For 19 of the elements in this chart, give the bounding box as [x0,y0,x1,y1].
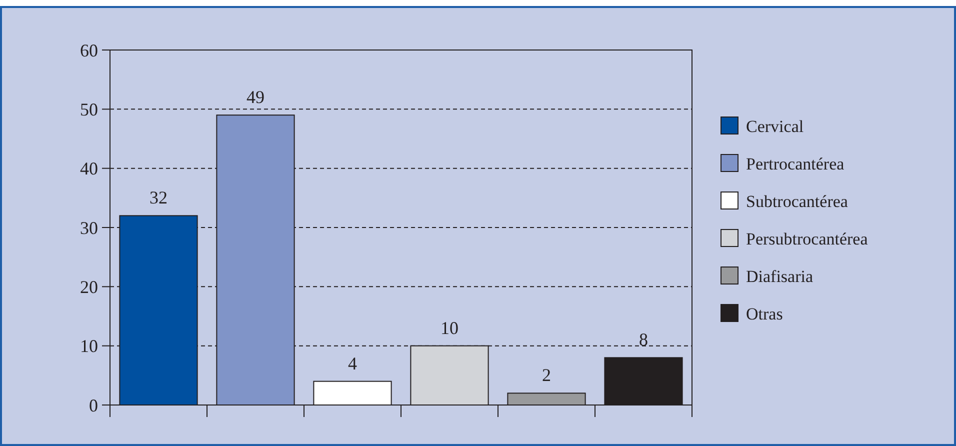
data-label: 10 [440,318,458,338]
y-tick-label: 60 [80,40,98,60]
data-label: 49 [246,87,264,108]
legend-label: Cervical [746,116,804,136]
legend-label: Otras [746,304,783,324]
y-tick-label: 0 [89,395,98,416]
data-label: 2 [542,365,551,386]
data-label: 8 [639,330,648,350]
legend-label: Pertrocantérea [746,154,845,174]
data-label: 32 [150,188,168,208]
legend-label: Diafisaria [746,266,814,286]
y-tick-label: 10 [80,336,98,356]
legend-label: Persubtrocantérea [746,229,868,248]
legend-label: Subtrocantérea [746,192,848,211]
data-label: 4 [348,353,357,374]
y-tick-label: 50 [80,99,98,120]
y-tick-label: 20 [80,276,98,297]
y-tick-label: 30 [80,218,98,238]
y-tick-label: 40 [80,158,98,179]
